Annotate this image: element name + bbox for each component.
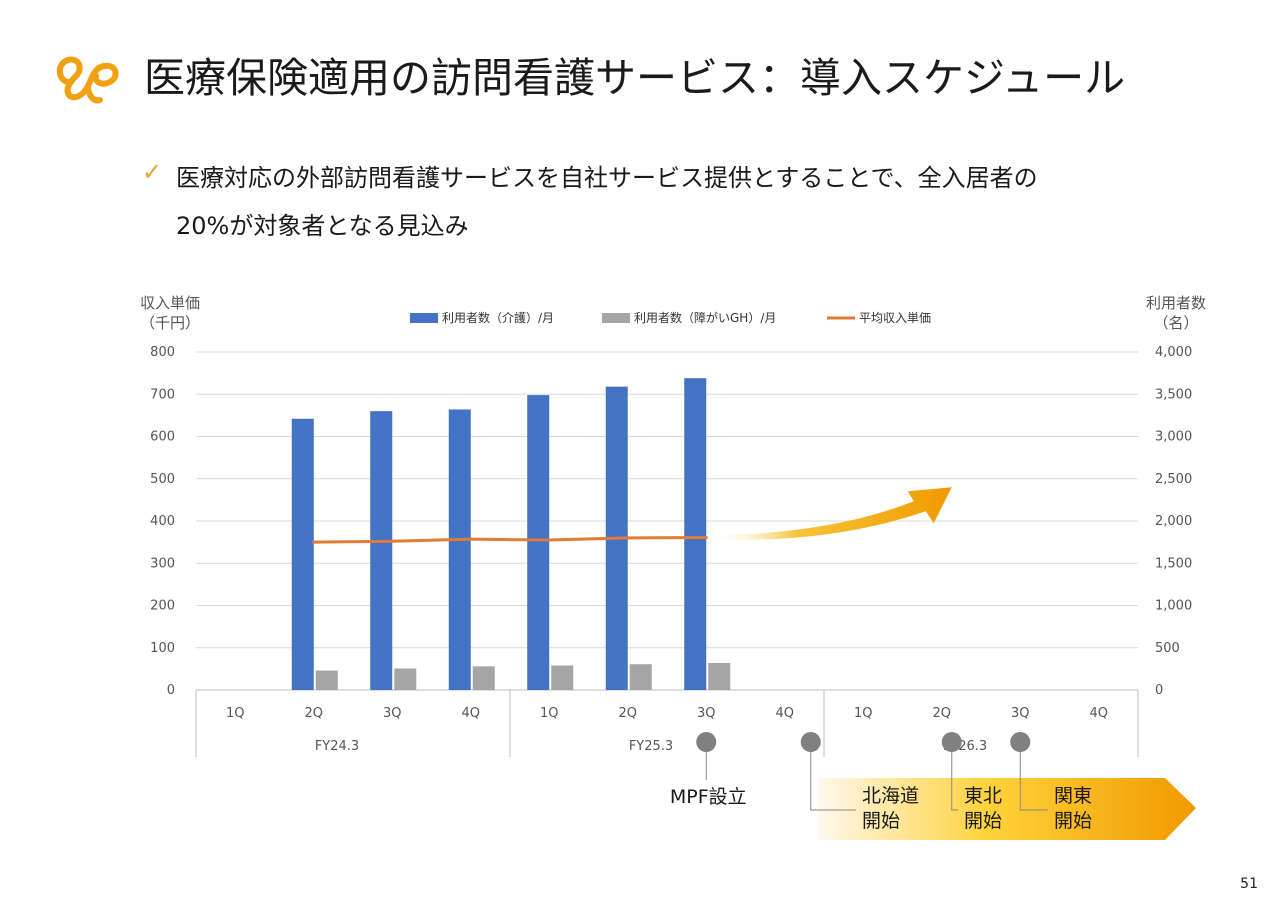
timeline-band — [818, 778, 1196, 840]
category-label: 3Q — [1011, 706, 1030, 721]
right-tick-label: 3,000 — [1155, 430, 1192, 445]
bar-care-users — [527, 395, 550, 690]
left-tick-label: 400 — [150, 514, 175, 529]
category-label: 4Q — [461, 706, 480, 721]
bar-gh-users — [629, 664, 652, 690]
right-tick-label: 2,500 — [1155, 472, 1192, 487]
bar-care-users — [291, 418, 314, 690]
bar-gh-users — [708, 662, 731, 690]
bar-care-users — [684, 378, 707, 690]
bar-gh-users — [315, 670, 338, 690]
milestone-dot — [941, 732, 962, 752]
milestone-dot — [800, 732, 821, 752]
line-point — [390, 539, 394, 543]
bar-gh-users — [472, 666, 495, 690]
right-tick-label: 4,000 — [1155, 345, 1192, 360]
right-tick-label: 2,000 — [1155, 514, 1192, 529]
milestone-dot — [696, 732, 717, 752]
milestone-dot — [1010, 732, 1031, 752]
right-tick-label: 1,500 — [1155, 556, 1192, 571]
left-tick-label: 800 — [150, 345, 175, 360]
summary-line-2: 20%が対象者となる見込み — [176, 212, 469, 240]
left-tick-label: 100 — [150, 641, 175, 656]
legend-gh-users-swatch — [602, 313, 630, 323]
milestone-label: 東北 — [964, 785, 1002, 807]
milestone-label: 開始 — [1054, 810, 1092, 832]
right-axis-title: 利用者数 — [1146, 294, 1206, 312]
fiscal-year-label: FY24.3 — [315, 739, 359, 754]
left-tick-label: 700 — [150, 387, 175, 402]
line-point — [547, 538, 551, 542]
page-title: 医療保険適用の訪問看護サービス：導入スケジュール — [144, 54, 1126, 102]
bar-gh-users — [551, 665, 574, 690]
left-tick-label: 300 — [150, 556, 175, 571]
milestone-label: 開始 — [862, 810, 900, 832]
category-label: 2Q — [932, 706, 951, 721]
line-point — [704, 535, 708, 539]
fiscal-year-label: FY25.3 — [629, 739, 673, 754]
bar-gh-users — [394, 668, 417, 690]
legend-care-users: 利用者数（介護）/月 — [442, 310, 554, 325]
right-tick-label: 500 — [1155, 641, 1180, 656]
line-point — [312, 540, 316, 544]
milestone-label: 関東 — [1054, 785, 1092, 807]
category-label: 1Q — [226, 706, 245, 721]
left-tick-label: 500 — [150, 472, 175, 487]
milestone-label: 北海道 — [862, 785, 919, 807]
company-logo — [56, 56, 119, 104]
left-tick-label: 0 — [167, 683, 175, 698]
left-tick-label: 600 — [150, 430, 175, 445]
category-label: 3Q — [383, 706, 402, 721]
category-label: 3Q — [697, 706, 716, 721]
line-avg-unit-price — [313, 535, 707, 544]
category-label: 1Q — [854, 706, 873, 721]
milestone-connector — [810, 752, 856, 811]
line-point — [469, 537, 473, 541]
right-tick-label: 1,000 — [1155, 599, 1192, 614]
checkmark-icon: ✓ — [142, 158, 163, 186]
bar-care-users — [448, 409, 471, 690]
milestone-connector — [1019, 752, 1048, 811]
forecast-arrow-icon — [712, 487, 952, 540]
line-point — [626, 536, 630, 540]
legend-avg-unit-price: 平均収入単価 — [859, 311, 931, 325]
summary-text: 医療対応の外部訪問看護サービスを自社サービス提供とすることで、全入居者の 20%… — [176, 154, 1186, 250]
right-tick-label: 3,500 — [1155, 387, 1192, 402]
summary-line-1: 医療対応の外部訪問看護サービスを自社サービス提供とすることで、全入居者の — [176, 164, 1038, 192]
page-number: 51 — [1240, 876, 1258, 892]
legend-gh-users: 利用者数（障がいGH）/月 — [634, 310, 776, 325]
right-tick-label: 0 — [1155, 683, 1163, 698]
category-label: 2Q — [304, 706, 323, 721]
milestone-connector — [951, 752, 958, 811]
milestone-label-mpf: MPF設立 — [670, 786, 747, 808]
category-label: 4Q — [1089, 706, 1108, 721]
category-label: 4Q — [775, 706, 794, 721]
bar-care-users — [370, 411, 393, 690]
right-axis-title: （名） — [1153, 314, 1198, 332]
left-axis-title: （千円） — [140, 314, 200, 332]
milestone-label: 開始 — [964, 810, 1002, 832]
category-label: 1Q — [540, 706, 559, 721]
category-label: 2Q — [618, 706, 637, 721]
legend-care-users-swatch — [410, 313, 438, 323]
left-tick-label: 200 — [150, 599, 175, 614]
left-axis-title: 収入単価 — [140, 294, 200, 312]
